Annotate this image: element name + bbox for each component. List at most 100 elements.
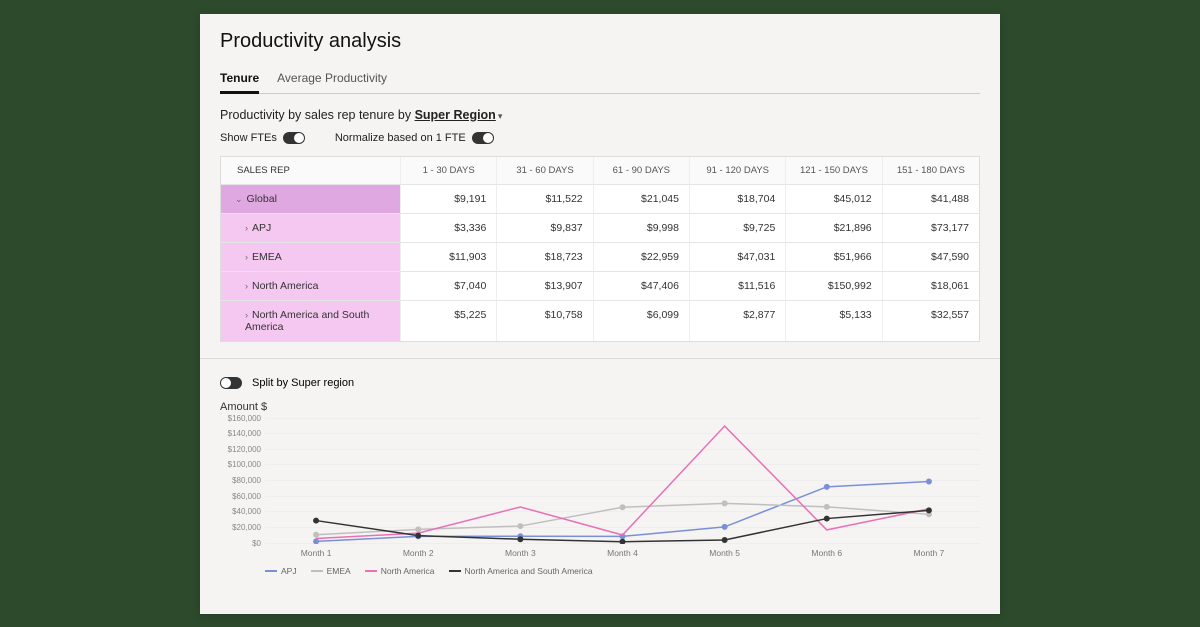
row-label-text: North America and South America xyxy=(245,309,369,333)
table-header-col: 121 - 150 DAYS xyxy=(786,157,882,184)
chart-marker xyxy=(824,515,830,521)
table-cell: $150,992 xyxy=(786,272,882,300)
legend-item[interactable]: North America and South America xyxy=(449,566,593,576)
amount-line-chart: $0$20,000$40,000$60,000$80,000$100,000$1… xyxy=(220,419,980,564)
table-cell: $9,837 xyxy=(497,214,593,242)
table-cell: $3,336 xyxy=(401,214,497,242)
table-cell: $41,488 xyxy=(883,185,979,213)
chevron-down-icon[interactable]: ⌄ xyxy=(235,194,243,205)
tab-average-productivity[interactable]: Average Productivity xyxy=(277,71,387,93)
split-toggle-row: Split by Super region xyxy=(200,358,1000,397)
chart-marker xyxy=(517,536,523,542)
row-label[interactable]: › EMEA xyxy=(221,243,401,271)
split-region-switch[interactable] xyxy=(220,377,242,389)
row-label[interactable]: › North America xyxy=(221,272,401,300)
table-cell: $22,959 xyxy=(594,243,690,271)
chart-marker xyxy=(415,532,421,538)
y-tick-label: $0 xyxy=(217,539,261,548)
table-cell: $13,907 xyxy=(497,272,593,300)
page-title: Productivity analysis xyxy=(220,30,980,53)
legend-label: North America xyxy=(381,566,435,576)
chart-marker xyxy=(313,531,319,537)
table-row[interactable]: ›North America and South America$5,225$1… xyxy=(221,301,979,341)
productivity-table: SALES REP1 - 30 DAYS31 - 60 DAYS61 - 90 … xyxy=(220,156,980,342)
table-header-salesrep: SALES REP xyxy=(221,157,401,184)
y-tick-label: $20,000 xyxy=(217,523,261,532)
table-header-col: 31 - 60 DAYS xyxy=(497,157,593,184)
table-cell: $18,723 xyxy=(497,243,593,271)
table-cell: $18,704 xyxy=(690,185,786,213)
row-label-text: North America xyxy=(252,280,319,292)
row-label[interactable]: ›North America and South America xyxy=(221,301,401,341)
chart-marker xyxy=(620,538,626,543)
productivity-panel: Productivity analysis Tenure Average Prod… xyxy=(200,14,1000,614)
subtitle-text: Productivity by sales rep tenure by xyxy=(220,108,411,122)
show-ftes-switch[interactable] xyxy=(283,132,305,144)
chart-marker xyxy=(722,500,728,506)
table-cell: $47,406 xyxy=(594,272,690,300)
table-cell: $18,061 xyxy=(883,272,979,300)
chevron-right-icon[interactable]: › xyxy=(245,252,248,262)
chart-marker xyxy=(415,526,421,532)
table-cell: $5,225 xyxy=(401,301,497,341)
table-cell: $9,998 xyxy=(594,214,690,242)
content-area: Productivity by sales rep tenure by Supe… xyxy=(200,94,1000,342)
legend-label: EMEA xyxy=(327,566,351,576)
chart-y-title: Amount $ xyxy=(220,401,980,413)
chart-marker xyxy=(517,523,523,529)
toggle-row: Show FTEs Normalize based on 1 FTE xyxy=(220,132,980,144)
chart-series-line xyxy=(316,481,929,541)
table-cell: $11,903 xyxy=(401,243,497,271)
row-label-text: EMEA xyxy=(252,251,282,263)
table-header-col: 91 - 120 DAYS xyxy=(690,157,786,184)
normalize-toggle: Normalize based on 1 FTE xyxy=(335,132,494,144)
table-cell: $32,557 xyxy=(883,301,979,341)
table-cell: $7,040 xyxy=(401,272,497,300)
table-cell: $51,966 xyxy=(786,243,882,271)
table-header-col: 1 - 30 DAYS xyxy=(401,157,497,184)
legend-item[interactable]: EMEA xyxy=(311,566,351,576)
table-cell: $21,045 xyxy=(594,185,690,213)
table-row[interactable]: ›APJ$3,336$9,837$9,998$9,725$21,896$73,1… xyxy=(221,214,979,243)
chart-series-line xyxy=(316,426,929,538)
x-tick-label: Month 7 xyxy=(878,548,980,564)
table-header-col: 151 - 180 DAYS xyxy=(883,157,979,184)
legend-item[interactable]: APJ xyxy=(265,566,297,576)
chart-marker xyxy=(824,483,830,489)
chevron-right-icon[interactable]: › xyxy=(245,281,248,291)
legend-swatch xyxy=(449,570,461,572)
super-region-dropdown[interactable]: Super Region xyxy=(415,108,496,122)
chart-marker xyxy=(313,517,319,523)
table-cell: $9,725 xyxy=(690,214,786,242)
row-label[interactable]: ⌄Global xyxy=(221,185,401,213)
x-tick-label: Month 2 xyxy=(367,548,469,564)
legend-swatch xyxy=(311,570,323,572)
y-tick-label: $120,000 xyxy=(217,445,261,454)
filter-subtitle: Productivity by sales rep tenure by Supe… xyxy=(220,108,980,122)
chart-x-labels: Month 1Month 2Month 3Month 4Month 5Month… xyxy=(265,548,980,564)
chevron-right-icon[interactable]: › xyxy=(245,223,248,233)
normalize-switch[interactable] xyxy=(472,132,494,144)
table-row[interactable]: ⌄Global$9,191$11,522$21,045$18,704$45,01… xyxy=(221,185,979,214)
table-cell: $47,031 xyxy=(690,243,786,271)
legend-item[interactable]: North America xyxy=(365,566,435,576)
row-label[interactable]: ›APJ xyxy=(221,214,401,242)
table-row[interactable]: ›North America$7,040$13,907$47,406$11,51… xyxy=(221,272,979,301)
tab-tenure[interactable]: Tenure xyxy=(220,71,259,94)
table-cell: $11,522 xyxy=(497,185,593,213)
y-tick-label: $100,000 xyxy=(217,460,261,469)
legend-swatch xyxy=(265,570,277,572)
chevron-right-icon[interactable]: › xyxy=(245,310,248,320)
chart-marker xyxy=(620,504,626,510)
table-row[interactable]: › EMEA $11,903$18,723$22,959$47,031$51,966… xyxy=(221,243,979,272)
x-tick-label: Month 3 xyxy=(469,548,571,564)
chart-marker xyxy=(824,503,830,509)
chart-marker xyxy=(722,523,728,529)
chart-legend: APJ EMEA North America North America and So… xyxy=(200,564,1000,582)
legend-swatch xyxy=(365,570,377,572)
panel-header: Productivity analysis Tenure Average Prod… xyxy=(200,14,1000,94)
split-label: Split by Super region xyxy=(252,377,354,389)
x-tick-label: Month 6 xyxy=(776,548,878,564)
normalize-label: Normalize based on 1 FTE xyxy=(335,132,466,144)
chart-marker xyxy=(926,507,932,513)
